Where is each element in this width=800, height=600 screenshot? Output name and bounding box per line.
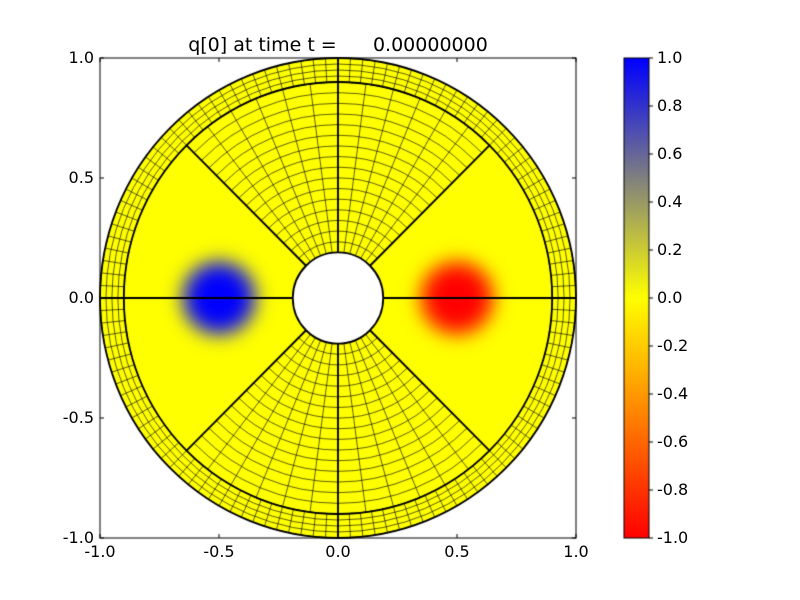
plot-title: q[0] at time t = 0.00000000 [188,34,488,56]
x-tick-label: 1.0 [563,542,589,561]
colorbar-tick-label: 0.8 [657,96,683,115]
colorbar-tick-label: -0.4 [657,384,689,403]
colorbar-tick-label: 0.4 [657,192,683,211]
x-tick-label: 0.5 [444,542,470,561]
y-tick-label: 0.5 [68,168,94,187]
main-axes [100,58,576,538]
x-tick-label: -0.5 [203,542,235,561]
colorbar-tick-label: 1.0 [657,48,683,67]
colorbar-tick-label: -0.6 [657,432,689,451]
colorbar-tick-label: 0.0 [657,288,683,307]
x-tick-label: -1.0 [84,542,116,561]
y-tick-label: -1.0 [62,528,94,547]
y-tick-label: 1.0 [68,48,94,67]
colorbar-tick-label: 0.6 [657,144,683,163]
colorbar-tick-label: -0.8 [657,480,689,499]
y-tick-label: 0.0 [68,288,94,307]
colorbar-tick-label: -1.0 [657,528,689,547]
x-tick-label: 0.0 [325,542,351,561]
colorbar-tick-label: 0.2 [657,240,683,259]
colorbar [624,58,649,538]
y-tick-label: -0.5 [62,408,94,427]
colorbar-tick-label: -0.2 [657,336,689,355]
